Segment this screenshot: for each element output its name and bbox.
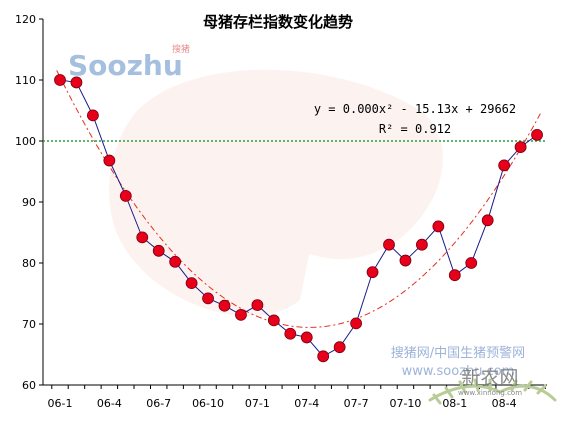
x-tick-label: 06-7 — [146, 397, 171, 410]
data-point — [136, 231, 149, 244]
data-point — [366, 266, 379, 279]
y-tick-label: 110 — [15, 74, 36, 87]
data-point — [185, 277, 198, 290]
brand-text: 新农网 — [461, 367, 518, 389]
data-point — [267, 314, 280, 327]
y-tick-label: 60 — [22, 379, 36, 392]
data-point — [481, 214, 494, 227]
trendline-equation: y = 0.000x² - 15.13x + 29662 — [314, 102, 516, 116]
y-tick-label: 80 — [22, 257, 36, 270]
chart-title: 母猪存栏指数变化趋势 — [203, 13, 353, 31]
data-point — [448, 269, 461, 282]
trendline — [56, 70, 541, 328]
data-point — [284, 327, 297, 340]
data-point — [152, 244, 165, 257]
series-markers — [54, 74, 543, 363]
data-point — [169, 255, 182, 268]
data-point — [235, 308, 247, 321]
data-point — [103, 154, 116, 167]
data-point — [251, 299, 264, 311]
data-point — [432, 220, 445, 233]
brand-url-text: www.xinnong.com — [458, 389, 522, 397]
data-point — [383, 238, 395, 251]
data-point — [87, 109, 99, 122]
data-point — [531, 128, 543, 141]
logo-sub-text: 搜猪 — [172, 43, 190, 55]
y-tick-label: 120 — [15, 13, 36, 26]
data-point — [465, 257, 478, 269]
background-watermark-shape — [109, 69, 443, 317]
wheat-icon — [428, 378, 557, 405]
data-point — [399, 254, 412, 267]
x-tick-label: 08-1 — [442, 397, 467, 410]
logo-watermark: Soozhu 搜猪 — [68, 43, 190, 82]
y-tick-label: 100 — [15, 135, 36, 148]
x-tick-label: 08-4 — [492, 397, 517, 410]
x-axis: 06-1 06-4 06-7 06-10 07-1 07-4 07-7 07-10 08-1 08… — [43, 384, 547, 410]
y-tick-label: 70 — [22, 318, 36, 331]
data-point — [317, 350, 330, 363]
x-tick-label: 07-7 — [344, 397, 369, 410]
x-tick-label: 06-1 — [48, 397, 73, 410]
trendline-r-squared: R² = 0.912 — [379, 122, 451, 136]
y-tick-label: 90 — [22, 196, 36, 209]
x-tick-label: 07-4 — [294, 397, 319, 410]
data-point — [119, 189, 132, 202]
data-point — [514, 141, 527, 154]
site-watermark: 搜猪网/中国生猪预警网 www.soozhu.com — [391, 345, 525, 379]
y-axis: 60 70 80 90 100 110 120 — [15, 13, 44, 392]
data-point — [498, 159, 511, 172]
brand-watermark: 新农网 www.xinnong.com — [428, 367, 557, 405]
data-point — [333, 341, 346, 354]
site-cn-text: 搜猪网/中国生猪预警网 — [391, 345, 525, 361]
x-tick-label: 07-10 — [389, 397, 421, 410]
x-tick-label: 06-10 — [192, 397, 224, 410]
data-point — [218, 299, 231, 312]
x-tick-label: 06-4 — [97, 397, 122, 410]
logo-text: Soozhu — [68, 49, 183, 82]
data-point — [70, 76, 83, 89]
data-point — [350, 317, 363, 330]
x-tick-label: 07-1 — [245, 397, 270, 410]
data-point — [300, 331, 313, 344]
data-point — [202, 292, 214, 305]
site-url-text: www.soozhu.com — [402, 364, 515, 379]
data-point — [54, 74, 66, 86]
data-point — [415, 238, 428, 251]
